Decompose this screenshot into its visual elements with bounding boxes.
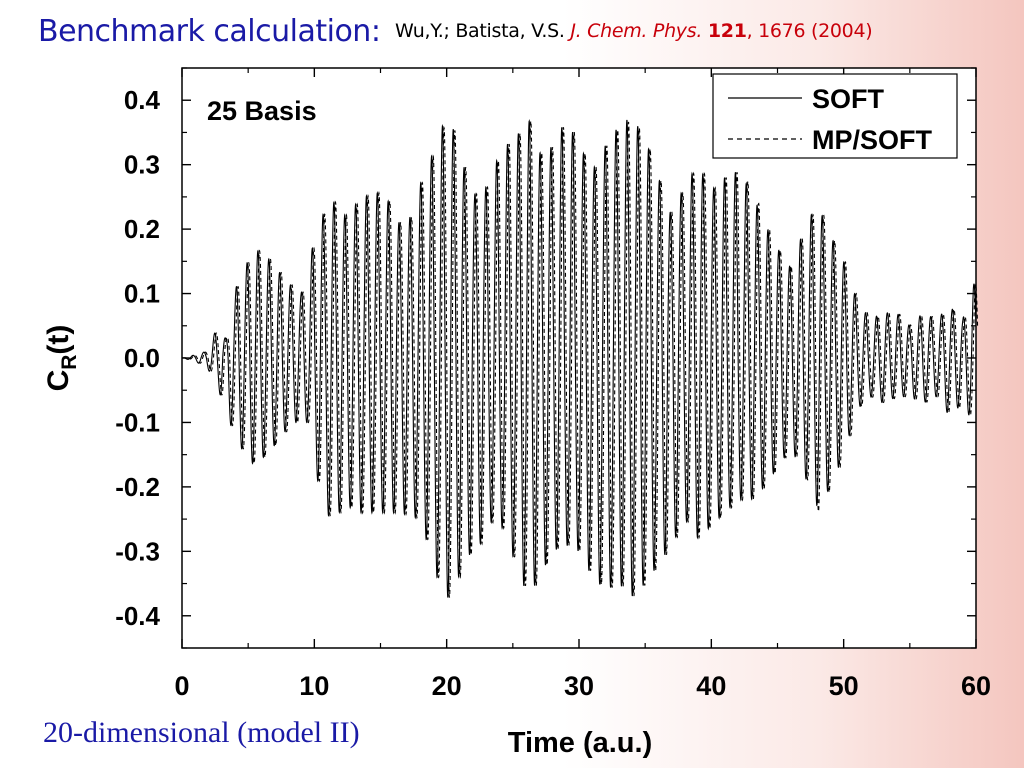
x-tick-label: 60 [961,671,991,701]
x-axis-label: Time (a.u.) [508,727,653,759]
x-tick-label: 40 [696,671,726,701]
axes-layer: 0 10 20 30 40 50 60 0.4 0.3 0.2 0.1 0.0 -0.1 -0.2 -0.3… [115,67,991,701]
citation-authors: Wu,Y.; Batista, V.S. [395,20,565,42]
y-tick-label: 0.3 [124,150,160,180]
footer-caption: 20-dimensional (model II) [43,716,360,749]
citation-volume: 121 [707,20,747,42]
y-tick-label: 0.1 [124,279,160,309]
y-tick-label: -0.1 [115,407,160,437]
panel-label: 25 Basis [207,96,317,126]
series-layer [181,119,979,598]
plot-frame [181,67,977,649]
x-tick-label: 30 [564,671,594,701]
y-tick-label: -0.4 [115,601,160,631]
y-tick-label: 0.2 [124,214,160,244]
legend-box [712,73,958,159]
legend: SOFT MP/SOFT [712,73,958,159]
y-axis-label-tail: (t) [42,325,75,355]
citation-journal: J. Chem. Phys. [570,20,703,42]
y-tick-label: -0.2 [115,472,160,502]
x-tick-label: 0 [174,671,189,701]
y-axis-label-main: C [42,370,75,392]
x-tick-label: 10 [299,671,329,701]
citation-pages: , 1676 (2004) [746,20,873,42]
series-line-mp-soft [183,119,979,598]
y-tick-label: 0.0 [124,343,160,373]
legend-label-mpsoft: MP/SOFT [812,125,933,155]
y-axis-label: CR(t) [42,325,81,392]
y-axis-label-sub: R [58,355,81,370]
x-tick-label: 20 [432,671,462,701]
legend-label-soft: SOFT [812,84,885,114]
y-tick-label: -0.3 [115,536,160,566]
citation: Wu,Y.; Batista, V.S. J. Chem. Phys. 121,… [395,20,873,42]
slide-title: Benchmark calculation: [38,14,381,49]
y-tick-label: 0.4 [124,85,161,115]
x-tick-label: 50 [829,671,859,701]
